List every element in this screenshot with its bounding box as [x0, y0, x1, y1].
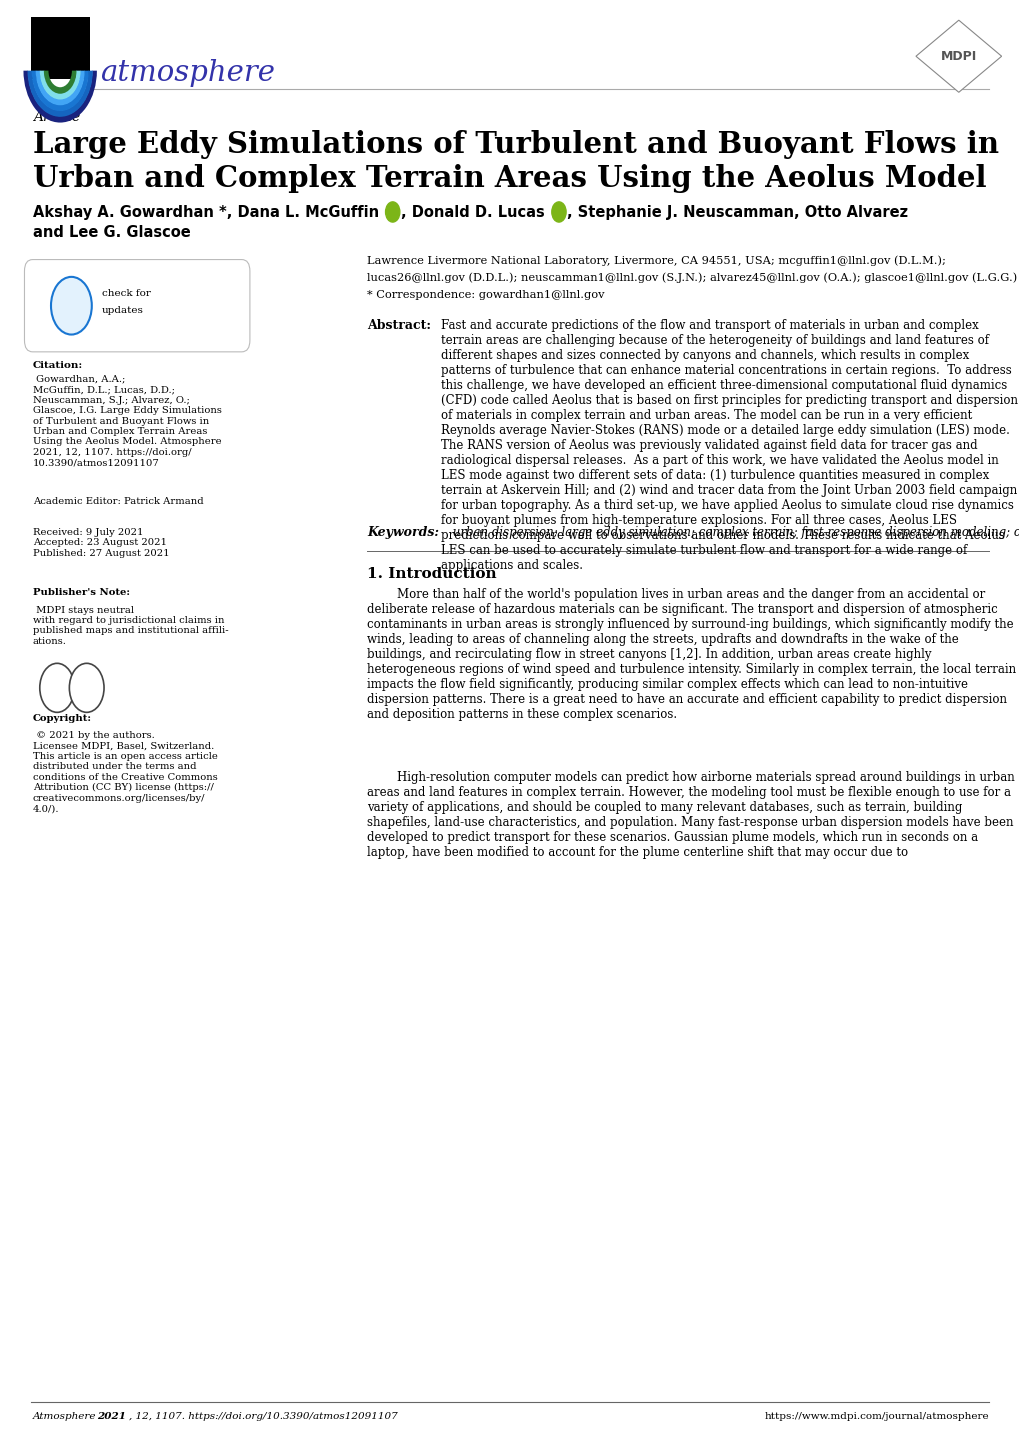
Text: for: for [67, 313, 75, 317]
Text: urban dispersion; large eddy simulation; complex terrain; fast-response dispersi: urban dispersion; large eddy simulation;… [448, 526, 1019, 539]
Circle shape [40, 663, 74, 712]
Circle shape [551, 202, 566, 222]
Text: Academic Editor: Patrick Armand: Academic Editor: Patrick Armand [33, 497, 203, 506]
Text: Keywords:: Keywords: [367, 526, 439, 539]
Text: , 12, 1107. https://doi.org/10.3390/atmos12091107: , 12, 1107. https://doi.org/10.3390/atmo… [128, 1412, 396, 1420]
Text: Urban and Complex Terrain Areas Using the Aeolus Model: Urban and Complex Terrain Areas Using th… [33, 164, 985, 193]
Wedge shape [28, 71, 93, 117]
FancyBboxPatch shape [31, 17, 90, 79]
Text: check: check [62, 301, 81, 307]
Wedge shape [36, 71, 85, 105]
Text: i: i [557, 208, 559, 216]
Text: lucas26@llnl.gov (D.D.L.); neuscamman1@llnl.gov (S.J.N.); alvarez45@llnl.gov (O.: lucas26@llnl.gov (D.D.L.); neuscamman1@l… [367, 273, 1017, 283]
Text: Atmosphere: Atmosphere [33, 1412, 99, 1420]
Circle shape [385, 202, 399, 222]
Text: Article: Article [33, 110, 79, 124]
Text: 2021: 2021 [97, 1412, 125, 1420]
Text: Lawrence Livermore National Laboratory, Livermore, CA 94551, USA; mcguffin1@llnl: Lawrence Livermore National Laboratory, … [367, 255, 946, 265]
Text: © 2021 by the authors.
Licensee MDPI, Basel, Switzerland.
This article is an ope: © 2021 by the authors. Licensee MDPI, Ba… [33, 731, 217, 813]
Text: Abstract:: Abstract: [367, 319, 431, 332]
Text: Fast and accurate predictions of the flow and transport of materials in urban an: Fast and accurate predictions of the flo… [440, 319, 1017, 571]
Text: High-resolution computer models can predict how airborne materials spread around: High-resolution computer models can pred… [367, 771, 1014, 859]
Circle shape [69, 663, 104, 712]
Wedge shape [32, 71, 89, 111]
Text: , Donald D. Lucas: , Donald D. Lucas [400, 205, 544, 219]
Text: MDPI: MDPI [940, 49, 976, 63]
Text: BY: BY [77, 684, 90, 692]
Text: https://www.mdpi.com/journal/atmosphere: https://www.mdpi.com/journal/atmosphere [764, 1412, 988, 1420]
Circle shape [51, 277, 92, 335]
Text: CC: CC [44, 684, 56, 692]
Text: atmosphere: atmosphere [100, 59, 275, 87]
Text: Received: 9 July 2021
Accepted: 23 August 2021
Published: 27 August 2021: Received: 9 July 2021 Accepted: 23 Augus… [33, 528, 169, 558]
Wedge shape [40, 71, 81, 99]
Text: Gowardhan, A.A.;
McGuffin, D.L.; Lucas, D.D.;
Neuscamman, S.J.; Alvarez, O.;
Gla: Gowardhan, A.A.; McGuffin, D.L.; Lucas, … [33, 375, 221, 467]
Wedge shape [44, 71, 76, 94]
Text: updates: updates [102, 306, 144, 314]
Text: , Stephanie J. Neuscamman, Otto Alvarez: , Stephanie J. Neuscamman, Otto Alvarez [567, 205, 907, 219]
Text: Citation:: Citation: [33, 360, 83, 369]
FancyBboxPatch shape [24, 260, 250, 352]
Text: More than half of the world's population lives in urban areas and the danger fro: More than half of the world's population… [367, 588, 1015, 721]
Text: * Correspondence: gowardhan1@llnl.gov: * Correspondence: gowardhan1@llnl.gov [367, 290, 604, 300]
Text: i: i [391, 208, 393, 216]
Text: 1. Introduction: 1. Introduction [367, 567, 496, 581]
Text: check for: check for [102, 290, 151, 298]
Text: and Lee G. Glascoe: and Lee G. Glascoe [33, 225, 191, 239]
Polygon shape [915, 20, 1001, 92]
Text: MDPI stays neutral
with regard to jurisdictional claims in
published maps and in: MDPI stays neutral with regard to jurisd… [33, 606, 228, 646]
Text: Large Eddy Simulations of Turbulent and Buoyant Flows in: Large Eddy Simulations of Turbulent and … [33, 130, 998, 159]
Text: Akshay A. Gowardhan *, Dana L. McGuffin: Akshay A. Gowardhan *, Dana L. McGuffin [33, 205, 378, 219]
Wedge shape [23, 71, 97, 123]
Text: Copyright:: Copyright: [33, 714, 92, 722]
Text: Publisher's Note:: Publisher's Note: [33, 588, 129, 597]
